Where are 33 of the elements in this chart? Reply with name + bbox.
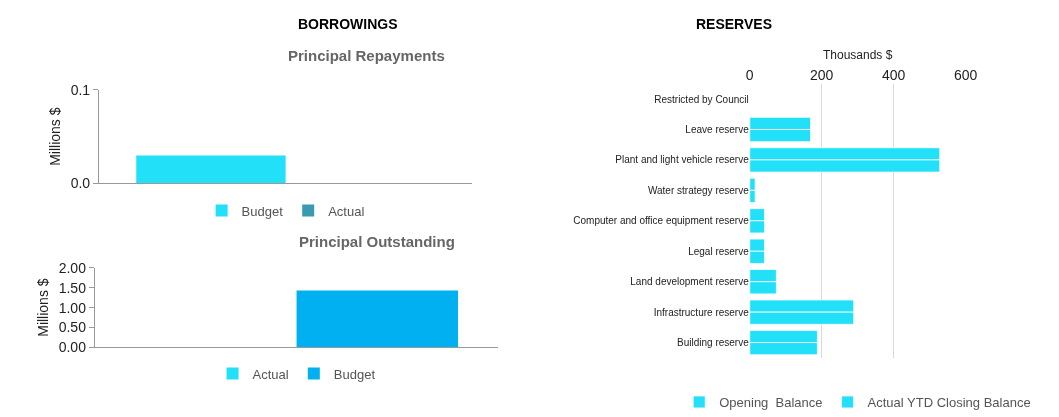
y-tick-label: Computer and office equipment reserve xyxy=(573,215,750,227)
y-tick-label: 2.00 xyxy=(58,259,87,276)
legend-label: Actual YTD Closing Balance xyxy=(867,395,1031,411)
y-axis-title: Millions $ xyxy=(35,278,52,337)
y-tick-label: 0.50 xyxy=(58,319,87,336)
x-tick-label: 400 xyxy=(882,67,906,83)
legend-label: Budget xyxy=(333,366,376,382)
chart-title: Principal Outstanding xyxy=(299,233,455,250)
y-tick-label: 1.50 xyxy=(58,279,87,296)
y-tick-label: 0.1 xyxy=(70,81,91,98)
y-tick-label: Land development reserve xyxy=(630,276,750,288)
legend-label: Budget xyxy=(241,203,284,219)
legend-label: Actual xyxy=(328,203,365,219)
x-tick-label: 0 xyxy=(745,67,754,83)
y-tick-label: Infrastructure reserve xyxy=(653,306,750,318)
x-tick-label: 200 xyxy=(810,67,834,83)
legend-label: Opening Balance xyxy=(719,395,823,411)
y-tick-label: 0.0 xyxy=(70,175,91,192)
y-tick-label: Building reserve xyxy=(677,337,750,349)
y-tick-label: Leave reserve xyxy=(685,123,750,135)
y-tick-label: Legal reserve xyxy=(688,245,750,257)
y-tick-label: 0.00 xyxy=(58,339,87,356)
y-tick-label: Restricted by Council xyxy=(654,93,749,105)
y-axis-title: Millions $ xyxy=(47,107,64,166)
y-tick-label: Plant and light vehicle reserve xyxy=(615,154,750,166)
x-tick-label: 600 xyxy=(953,67,978,83)
text: BORROWINGS xyxy=(298,16,398,32)
y-tick-label: 1.00 xyxy=(58,299,87,316)
y-tick-label: Water strategy reserve xyxy=(647,184,750,196)
x-axis-title: Thousands $ xyxy=(823,48,893,63)
chart-title: RESERVES xyxy=(696,16,772,32)
legend-label: Actual xyxy=(252,366,289,382)
chart-title: Principal Repayments xyxy=(288,47,445,64)
